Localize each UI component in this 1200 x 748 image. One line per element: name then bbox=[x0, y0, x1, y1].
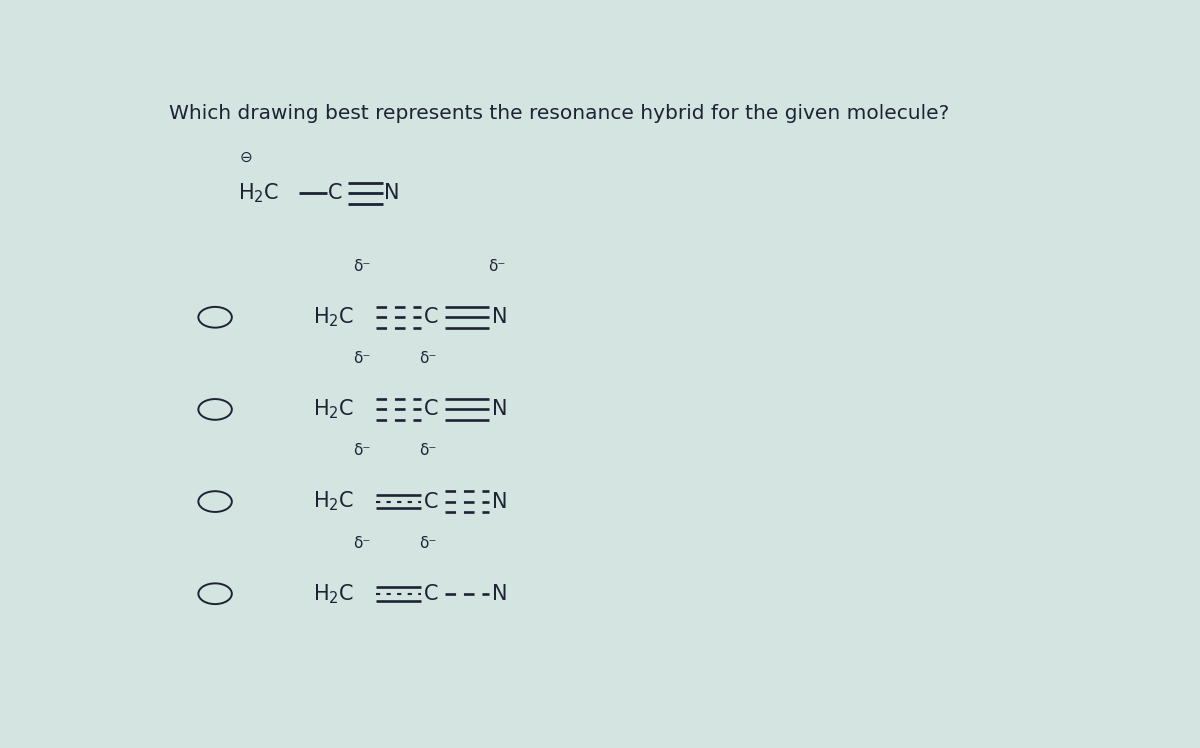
Text: δ⁻: δ⁻ bbox=[353, 444, 371, 459]
Text: C: C bbox=[424, 491, 438, 512]
Text: δ⁻: δ⁻ bbox=[353, 259, 371, 274]
Text: δ⁻: δ⁻ bbox=[353, 352, 371, 367]
Text: N: N bbox=[492, 399, 508, 420]
Text: δ⁻: δ⁻ bbox=[419, 352, 437, 367]
Text: C: C bbox=[424, 307, 438, 328]
Text: H$_2$C: H$_2$C bbox=[313, 582, 354, 606]
Text: Which drawing best represents the resonance hybrid for the given molecule?: Which drawing best represents the resona… bbox=[168, 104, 949, 123]
Text: N: N bbox=[492, 307, 508, 328]
Text: C: C bbox=[424, 399, 438, 420]
Text: ⊖: ⊖ bbox=[240, 150, 252, 165]
Text: δ⁻: δ⁻ bbox=[419, 536, 437, 551]
Text: δ⁻: δ⁻ bbox=[488, 259, 505, 274]
Text: δ⁻: δ⁻ bbox=[419, 444, 437, 459]
Text: δ⁻: δ⁻ bbox=[353, 536, 371, 551]
Text: C: C bbox=[424, 583, 438, 604]
Text: H$_2$C: H$_2$C bbox=[313, 398, 354, 421]
Text: N: N bbox=[492, 583, 508, 604]
Text: N: N bbox=[384, 183, 400, 203]
Text: N: N bbox=[492, 491, 508, 512]
Text: H$_2$C: H$_2$C bbox=[239, 182, 280, 205]
Text: H$_2$C: H$_2$C bbox=[313, 490, 354, 513]
Text: C: C bbox=[328, 183, 342, 203]
Text: H$_2$C: H$_2$C bbox=[313, 305, 354, 329]
